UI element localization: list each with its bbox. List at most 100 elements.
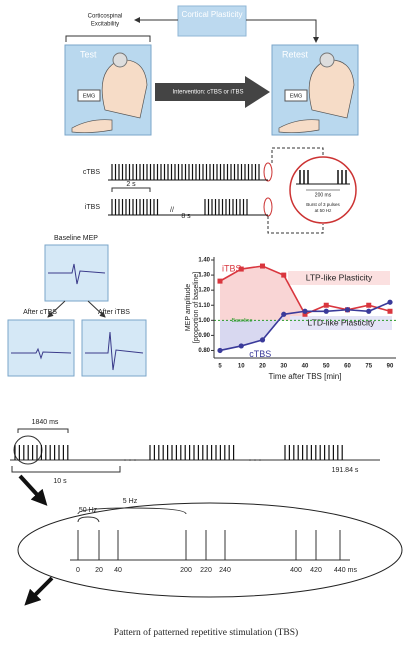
intervention-label: Intervention: cTBS or iTBS [172,90,243,96]
point [302,311,308,317]
y-tick-label: 1.40 [198,258,210,264]
arrow [87,300,106,318]
x-tick-label: 50 [323,364,330,370]
zoom-ms: 200 ms [315,192,332,198]
point [366,308,372,314]
period-label: 1840 ms [32,419,59,426]
tick-label: 400 [290,567,302,574]
x-tick-label: 10 [238,364,245,370]
zoom-link [267,216,324,234]
baseline-mep-label: Baseline MEP [54,235,98,242]
train-label: 10 s [53,478,67,485]
x-tick-label: 60 [344,364,351,370]
dot [124,459,126,461]
x-tick-label: 5 [218,364,222,370]
emg-label: EMG [290,93,303,99]
excitability-label: Corticospinal [88,14,123,20]
emg-box [77,89,101,102]
ctbs-label: cTBS [83,169,100,176]
x-tick-label: 75 [365,364,372,370]
emg-box [284,89,308,102]
y-axis-label: MEP amplitude [185,284,192,331]
after-ctbs-label: After cTBS [23,309,57,316]
tick-label: 200 [180,567,192,574]
plasticity-label: Cortical Plasticity [182,10,243,19]
y-tick-label: 1.30 [198,273,210,279]
ltp-label: LTP-like Plasticity [306,272,373,282]
point [387,308,393,314]
point [366,302,372,308]
zoom-mark [263,197,273,217]
dot [129,459,131,461]
bracket [11,466,121,473]
y-tick-label: 1.20 [198,288,210,294]
burst-label: Burst of 3 pulses [306,202,340,207]
tick-label: 440 ms [334,567,357,574]
y-tick-label: 1.10 [198,303,210,309]
waveform [48,263,106,285]
tick-label: 20 [95,567,103,574]
plasticity-region [220,314,284,351]
x-tick-label: 90 [387,364,394,370]
plasticity-box [177,5,247,37]
y-tick-label: 0.80 [198,348,210,354]
bracket [111,187,151,192]
waveform [11,347,72,360]
ltd-label: LTD-like Plasticity [308,317,376,327]
waveform [85,331,144,371]
point [323,308,329,314]
caption: Pattern of patterned repetitive stimulat… [114,627,298,638]
y-axis-label: [proportion of baseline] [193,272,200,343]
ltd-box [290,316,392,330]
tick-label: 240 [219,567,231,574]
point [238,266,244,272]
point [217,278,223,284]
arrow [24,576,54,606]
x-axis-label: Time after TBS [min] [269,372,342,381]
fast-label: 50 Hz [79,507,98,514]
x-tick-label: 40 [302,364,309,370]
point [238,343,244,349]
arrow [47,300,66,318]
point [259,337,266,343]
y-tick-label: 1.00 [198,318,210,324]
emg-label: EMG [83,93,96,99]
baseline-label: Baseline [231,318,252,324]
point [387,299,393,305]
intervention-arrow [155,76,270,108]
itbs-box [81,319,147,377]
brace [77,516,100,523]
itbs-label: iTBS [85,204,101,211]
brace [65,35,151,42]
dot [134,459,136,461]
after-itbs-label: After iTBS [98,309,130,316]
point [281,272,287,278]
dot [259,459,261,461]
tick-label: 40 [114,567,122,574]
arrow [18,474,48,506]
brace [77,507,187,515]
point [217,347,223,354]
zoom-link [271,147,324,163]
point [260,263,265,269]
break: // [170,207,174,214]
point [281,311,287,317]
test-label: Test [80,49,97,59]
total-label: 191.84 s [332,467,359,474]
eight-s-label: 8 s [181,213,191,220]
point [302,308,308,314]
x-tick-label: 30 [280,364,287,370]
ctbs-box [7,319,75,377]
retest-label: Retest [282,49,309,59]
plasticity-region [220,266,305,321]
slow-label: 5 Hz [123,498,138,505]
x-tick-label: 20 [259,364,266,370]
arrow [246,19,319,43]
y-tick-label: 0.90 [198,333,210,339]
tick-label: 420 [310,567,322,574]
ltp-box [288,271,390,285]
zoom-mark [263,162,273,182]
bracket [17,428,69,433]
